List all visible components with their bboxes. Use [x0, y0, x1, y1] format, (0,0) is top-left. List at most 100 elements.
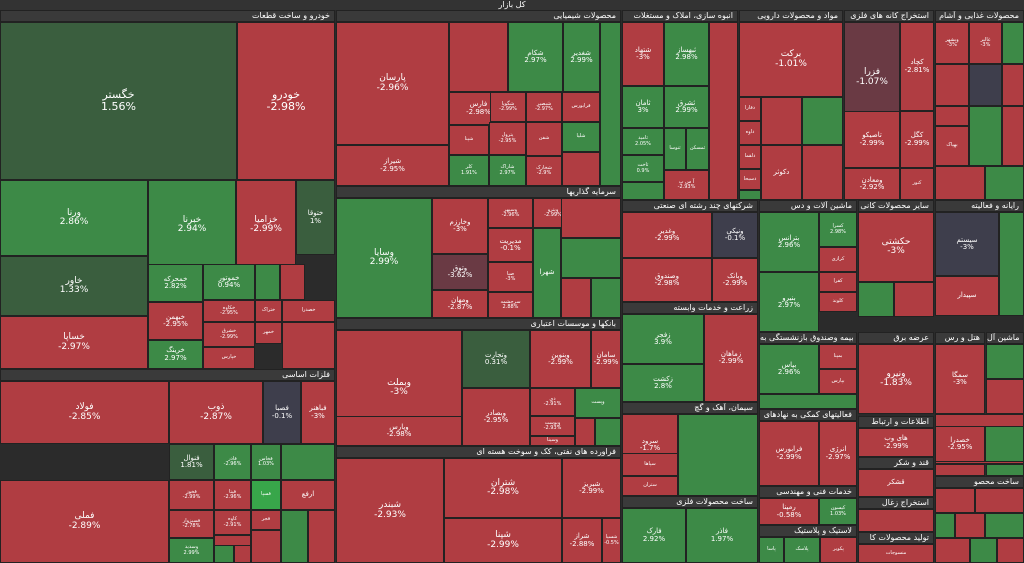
stock-cell[interactable] — [739, 190, 761, 200]
stock-cell[interactable]: وتجارت 0.31% — [462, 330, 530, 388]
stock-cell[interactable]: آ س پ -2.93% — [664, 170, 709, 200]
sector-header[interactable]: خودرو و ساخت قطعات — [0, 10, 335, 22]
stock-cell[interactable]: فولاد -2.85% — [0, 381, 169, 444]
stock-cell[interactable]: حکشتی -3% — [858, 212, 934, 282]
stock-cell[interactable]: فارک 2.92% — [622, 508, 686, 563]
stock-cell[interactable]: خصدرا — [282, 300, 335, 322]
sector-header[interactable]: مواد و محصولات دارویی — [739, 10, 843, 22]
stock-cell[interactable] — [255, 264, 280, 300]
stock-cell[interactable] — [595, 418, 621, 446]
stock-cell[interactable]: فملی -2.89% — [0, 480, 169, 563]
stock-cell[interactable]: بنیرو 2.97% — [759, 272, 819, 332]
stock-cell[interactable] — [234, 545, 251, 563]
stock-cell[interactable] — [986, 344, 1024, 379]
stock-cell[interactable] — [986, 379, 1024, 414]
sector-header[interactable]: استخراج زغال — [858, 497, 934, 509]
stock-cell[interactable]: وبشهر -3% — [935, 22, 969, 64]
stock-cell[interactable]: خمحرکه 2.82% — [148, 264, 203, 302]
stock-cell[interactable] — [1002, 106, 1024, 166]
stock-cell[interactable] — [975, 488, 1024, 513]
stock-cell[interactable]: خبرنا 2.94% — [148, 180, 236, 270]
sector-header[interactable]: اطلاعات و ارتباط — [858, 416, 934, 428]
stock-cell[interactable]: داوه — [739, 121, 761, 145]
stock-cell[interactable]: تاصیکو -2.99% — [844, 111, 900, 168]
stock-cell[interactable]: خصدرا -2.95% — [935, 426, 985, 462]
sector-header[interactable]: قند و شکر — [858, 457, 934, 469]
stock-cell[interactable] — [678, 414, 758, 496]
stock-cell[interactable] — [214, 545, 234, 563]
stock-cell[interactable] — [1002, 22, 1024, 64]
stock-cell[interactable]: خمهر — [255, 322, 282, 344]
stock-cell[interactable]: وپست — [575, 388, 621, 418]
stock-cell[interactable]: پترول -2.95% — [489, 122, 526, 155]
stock-cell[interactable]: دلقما — [739, 145, 761, 169]
stock-cell[interactable]: فنوال 1.81% — [169, 444, 214, 480]
stock-cell[interactable]: شیراز -2.95% — [336, 145, 449, 186]
stock-cell[interactable] — [985, 166, 1024, 200]
stock-cell[interactable]: خزامیا -2.99% — [236, 180, 296, 270]
stock-cell[interactable]: وبصادر -2.95% — [462, 388, 530, 446]
stock-cell[interactable] — [969, 64, 1002, 106]
stock-cell[interactable]: برکت -1.01% — [739, 22, 843, 97]
stock-cell[interactable]: ونیکی -0.1% — [712, 212, 758, 258]
sector-header[interactable]: شرکتهای چند رشته ای صنعتی — [622, 200, 758, 212]
stock-cell[interactable]: خشرق -2.99% — [203, 322, 255, 347]
stock-cell[interactable]: شتران -2.98% — [444, 458, 562, 518]
stock-cell[interactable] — [280, 264, 305, 300]
stock-cell[interactable] — [985, 426, 1024, 462]
stock-cell[interactable] — [955, 513, 985, 538]
sector-header[interactable]: سیمان، آهک و گچ — [622, 402, 758, 414]
stock-cell[interactable]: کفرا — [819, 272, 857, 292]
stock-cell[interactable]: ثامان 3% — [622, 86, 664, 128]
stock-cell[interactable]: وبانک -2.99% — [712, 258, 758, 302]
stock-cell[interactable]: صبا -3% — [488, 262, 533, 292]
stock-cell[interactable]: ثشرق 2.99% — [664, 86, 709, 128]
stock-cell[interactable] — [969, 106, 1002, 166]
sector-header[interactable]: رایانه و فعالیته — [935, 200, 1024, 212]
stock-cell[interactable]: کلر 1.91% — [449, 155, 489, 186]
stock-cell[interactable]: وصندوق -2.98% — [622, 258, 712, 302]
stock-cell[interactable] — [561, 238, 621, 278]
stock-cell[interactable] — [985, 513, 1024, 538]
stock-cell[interactable]: وتوق -3.62% — [432, 254, 488, 290]
sector-header[interactable]: فراورده های نفتی، کک و سوخت هسته ای — [336, 446, 621, 458]
stock-cell[interactable]: ورنا 2.86% — [0, 180, 148, 256]
sector-header[interactable]: بانکها و موسسات اعتباری — [336, 318, 621, 330]
sector-header[interactable]: بیمه وصندوق بازنشستگی به — [759, 332, 857, 344]
stock-cell[interactable]: سامان -2.99% — [591, 330, 621, 388]
stock-cell[interactable]: فیتا -2.96% — [214, 480, 251, 510]
sector-header[interactable]: سایر محصولات کانی — [858, 200, 934, 212]
stock-cell[interactable]: وغدیر -2.99% — [622, 212, 712, 258]
stock-cell[interactable]: وخارزم -3% — [432, 198, 488, 254]
stock-cell[interactable]: شهرا — [533, 228, 561, 318]
stock-cell[interactable]: شخارک -2.9% — [526, 156, 562, 186]
stock-cell[interactable] — [282, 322, 335, 369]
stock-cell[interactable] — [935, 538, 970, 563]
stock-cell[interactable]: کلوند — [819, 292, 857, 312]
stock-cell[interactable]: خرینگ 2.97% — [148, 340, 203, 369]
stock-cell[interactable]: فرابورس -2.99% — [759, 421, 819, 486]
sector-header[interactable]: ساخت محصو — [935, 476, 1024, 488]
sector-header[interactable]: ماشین آل — [986, 332, 1024, 344]
stock-cell[interactable] — [894, 282, 934, 317]
stock-cell[interactable] — [281, 444, 335, 480]
stock-cell[interactable]: های وب -2.99% — [858, 428, 934, 457]
stock-cell[interactable] — [935, 464, 985, 476]
stock-cell[interactable]: شبریز -2.99% — [562, 458, 621, 518]
stock-cell[interactable]: غالبر -3% — [969, 22, 1002, 64]
stock-cell[interactable]: پلاسک — [784, 537, 820, 563]
stock-cell[interactable]: ستران — [622, 476, 678, 496]
sector-header[interactable]: استخراج کانه های فلزی — [844, 10, 934, 22]
stock-cell[interactable]: شسپا -0.5% — [602, 518, 621, 563]
stock-cell[interactable]: ذوب -2.87% — [169, 381, 263, 444]
stock-cell[interactable]: دفارا — [739, 97, 761, 121]
stock-cell[interactable] — [761, 97, 802, 145]
sector-header[interactable]: تولید محصولات کا — [858, 532, 934, 544]
stock-cell[interactable]: شراز -2.88% — [562, 518, 602, 563]
stock-cell[interactable]: زماهان -2.99% — [704, 314, 758, 402]
stock-cell[interactable] — [600, 22, 621, 186]
stock-cell[interactable] — [562, 152, 600, 186]
stock-cell[interactable]: کنور — [900, 168, 934, 200]
stock-cell[interactable]: فباهنر -3% — [301, 381, 335, 444]
stock-cell[interactable] — [858, 509, 934, 532]
